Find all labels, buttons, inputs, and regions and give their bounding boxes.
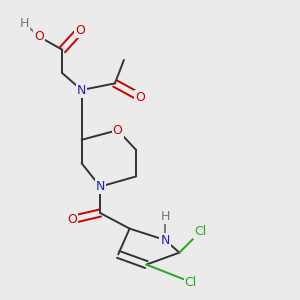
Text: O: O [135, 91, 145, 104]
Text: Cl: Cl [194, 225, 206, 238]
Text: H: H [160, 210, 170, 223]
Text: N: N [77, 83, 86, 97]
Text: O: O [34, 30, 44, 43]
Text: O: O [67, 213, 77, 226]
Text: N: N [95, 180, 105, 193]
Text: H: H [20, 17, 29, 30]
Text: N: N [160, 233, 170, 247]
Text: O: O [76, 23, 85, 37]
Text: Cl: Cl [185, 275, 197, 289]
Text: O: O [113, 124, 122, 137]
